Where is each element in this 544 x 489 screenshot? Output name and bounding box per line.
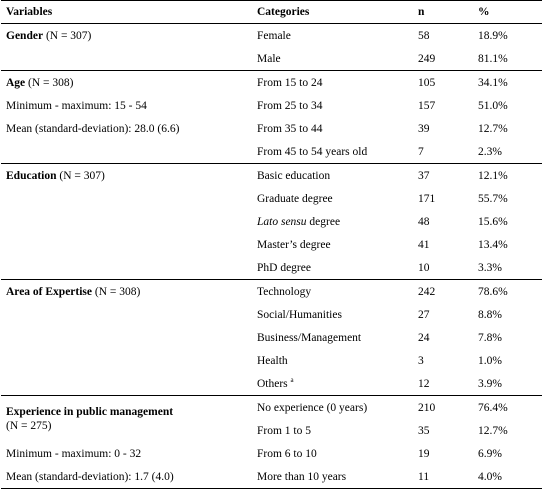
pct-cell: 12.7% [478, 122, 508, 135]
footnote-marker: a [290, 375, 294, 384]
pct-cell: 13.4% [478, 238, 508, 251]
pct-cell: 1.0% [478, 354, 502, 367]
n-cell: 19 [418, 447, 430, 460]
table-row: Education (N = 307) Basic education 37 1… [1, 163, 542, 187]
n-cell: 12 [418, 377, 430, 390]
variable-gender: Gender (N = 307) [1, 23, 252, 47]
header-variables: Variables [1, 0, 252, 24]
category-cell: More than 10 years [252, 465, 413, 489]
table-row: From 1 to 5 35 12.7% [1, 419, 542, 442]
category-cell: Basic education [252, 163, 413, 187]
category-cell: From 15 to 24 [252, 70, 413, 94]
variable-education: Education (N = 307) [1, 163, 252, 187]
category-cell: Lato sensu degree [257, 215, 341, 228]
variable-expertise: Area of Expertise (N = 308) [1, 279, 252, 303]
n-cell: 210 [413, 395, 473, 419]
category-cell: PhD degree [257, 261, 311, 274]
category-cell: Technology [252, 279, 413, 303]
pct-cell: 12.7% [478, 424, 508, 437]
table-row: PhD degree 10 3.3% [1, 256, 542, 280]
pct-cell: 3.9% [478, 377, 502, 390]
table-row: Experience in public management (N = 275)… [1, 395, 542, 442]
header-categories: Categories [252, 0, 413, 24]
table-row: Male 249 81.1% [1, 47, 542, 71]
pct-cell: 4.0% [473, 465, 542, 489]
pct-cell: 2.3% [478, 145, 502, 158]
table-row: Health 3 1.0% [1, 349, 542, 372]
header-pct: % [473, 0, 542, 24]
category-cell: Others a [257, 375, 294, 390]
category-cell: Graduate degree [257, 192, 333, 205]
pct-cell: 34.1% [473, 70, 542, 94]
n-cell: 3 [418, 354, 424, 367]
table-row: Area of Expertise (N = 308) Technology 2… [1, 279, 542, 303]
category-cell: From 35 to 44 [257, 122, 323, 135]
n-cell: 41 [418, 238, 430, 251]
table-row: Graduate degree 171 55.7% [1, 187, 542, 210]
n-cell: 7 [418, 145, 424, 158]
category-cell: From 6 to 10 [257, 447, 317, 460]
category-cell: Male [257, 52, 281, 65]
table-row: Lato sensu degree 48 15.6% [1, 210, 542, 233]
pct-cell: 78.6% [473, 279, 542, 303]
n-cell: 27 [418, 308, 430, 321]
category-cell: From 1 to 5 [257, 424, 311, 437]
pct-cell: 15.6% [478, 215, 508, 228]
category-cell: No experience (0 years) [252, 395, 413, 419]
n-cell: 58 [413, 23, 473, 47]
pct-cell: 12.1% [473, 163, 542, 187]
pct-cell: 7.8% [478, 331, 502, 344]
n-cell: 171 [418, 192, 436, 205]
experience-minmax: Minimum - maximum: 0 - 32 [6, 447, 142, 460]
pct-cell: 18.9% [473, 23, 542, 47]
n-cell: 249 [418, 52, 436, 65]
n-cell: 35 [418, 424, 430, 437]
pct-cell: 8.8% [478, 308, 502, 321]
pct-cell: 81.1% [478, 52, 508, 65]
n-cell: 10 [418, 261, 430, 274]
experience-mean: Mean (standard-deviation): 1.7 (4.0) [1, 465, 252, 489]
table-row: Age (N = 308) From 15 to 24 105 34.1% [1, 70, 542, 94]
header-n: n [413, 0, 473, 24]
n-cell: 24 [418, 331, 430, 344]
pct-cell: 3.3% [478, 261, 502, 274]
table-row: Mean (standard-deviation): 28.0 (6.6) Fr… [1, 117, 542, 140]
pct-cell: 55.7% [478, 192, 508, 205]
table-row: Business/Management 24 7.8% [1, 326, 542, 349]
category-cell: Health [257, 354, 288, 367]
header-row: Variables Categories n % [1, 0, 542, 24]
category-cell: Social/Humanities [257, 308, 342, 321]
n-cell: 48 [418, 215, 430, 228]
table-row: Minimum - maximum: 0 - 32 From 6 to 10 1… [1, 442, 542, 465]
category-cell: From 45 to 54 years old [257, 145, 368, 158]
n-cell: 11 [413, 465, 473, 489]
table-row: Gender (N = 307) Female 58 18.9% [1, 23, 542, 47]
n-cell: 105 [413, 70, 473, 94]
category-cell: Female [252, 23, 413, 47]
pct-cell: 76.4% [473, 395, 542, 419]
category-cell: Business/Management [257, 331, 362, 344]
variable-experience: Experience in public management (N = 275) [1, 395, 252, 442]
n-cell: 242 [413, 279, 473, 303]
table-row: Others a 12 3.9% [1, 372, 542, 396]
n-cell: 157 [418, 99, 436, 112]
age-mean: Mean (standard-deviation): 28.0 (6.6) [6, 122, 180, 135]
variable-age: Age (N = 308) [1, 70, 252, 94]
pct-cell: 51.0% [478, 99, 508, 112]
n-cell: 37 [413, 163, 473, 187]
table-row: Minimum - maximum: 15 - 54 From 25 to 34… [1, 94, 542, 117]
category-cell: From 25 to 34 [257, 99, 323, 112]
table-row: Social/Humanities 27 8.8% [1, 303, 542, 326]
table-row: Mean (standard-deviation): 1.7 (4.0) Mor… [1, 465, 542, 489]
category-cell: Master’s degree [257, 238, 331, 251]
table-row: Master’s degree 41 13.4% [1, 233, 542, 256]
age-minmax: Minimum - maximum: 15 - 54 [6, 99, 147, 112]
table-row: From 45 to 54 years old 7 2.3% [1, 140, 542, 164]
pct-cell: 6.9% [478, 447, 502, 460]
n-cell: 39 [418, 122, 430, 135]
